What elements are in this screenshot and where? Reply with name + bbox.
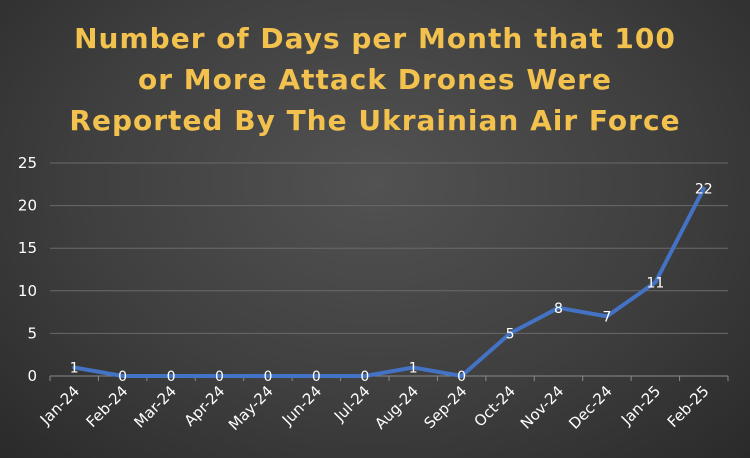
data-label: 0 <box>263 369 272 385</box>
y-tick-label: 5 <box>27 324 37 342</box>
x-tick-label: Nov-24 <box>517 382 567 432</box>
x-tick-label: Oct-24 <box>471 382 519 430</box>
chart-title: Number of Days per Month that 100 or Mor… <box>69 22 681 137</box>
data-label: 0 <box>215 369 224 385</box>
y-tick-label: 10 <box>18 282 37 300</box>
x-tick-label: Feb-25 <box>664 382 713 431</box>
data-label: 0 <box>118 369 127 385</box>
data-label: 0 <box>312 369 321 385</box>
x-tick-label: Apr-24 <box>181 382 229 430</box>
x-tick-label: Jun-24 <box>278 382 325 429</box>
y-tick-label: 20 <box>18 197 37 215</box>
x-tick-label: Jul-24 <box>330 382 374 426</box>
x-tick-label: Jan-25 <box>617 382 664 429</box>
data-label: 22 <box>695 182 713 198</box>
x-tick-label: May-24 <box>225 382 277 434</box>
data-label: 11 <box>646 275 664 291</box>
data-label: 1 <box>409 360 418 376</box>
y-tick-label: 15 <box>18 239 37 257</box>
data-label: 0 <box>360 369 369 385</box>
x-tick-label: Jan-24 <box>36 382 83 429</box>
x-tick-label: Sep-24 <box>420 382 470 432</box>
x-tick-label: Mar-24 <box>131 382 180 431</box>
y-tick-label: 25 <box>18 154 37 172</box>
data-label: 8 <box>554 301 563 317</box>
data-label: 0 <box>457 369 466 385</box>
x-tick-label: Dec-24 <box>565 382 616 433</box>
data-label: 7 <box>602 309 611 325</box>
x-tick-label: Feb-24 <box>83 382 132 431</box>
data-label: 0 <box>167 369 176 385</box>
y-tick-label: 0 <box>27 367 37 385</box>
series-line <box>72 186 706 378</box>
data-label: 1 <box>70 360 79 376</box>
data-label: 5 <box>506 326 515 342</box>
x-tick-label: Aug-24 <box>371 382 422 433</box>
